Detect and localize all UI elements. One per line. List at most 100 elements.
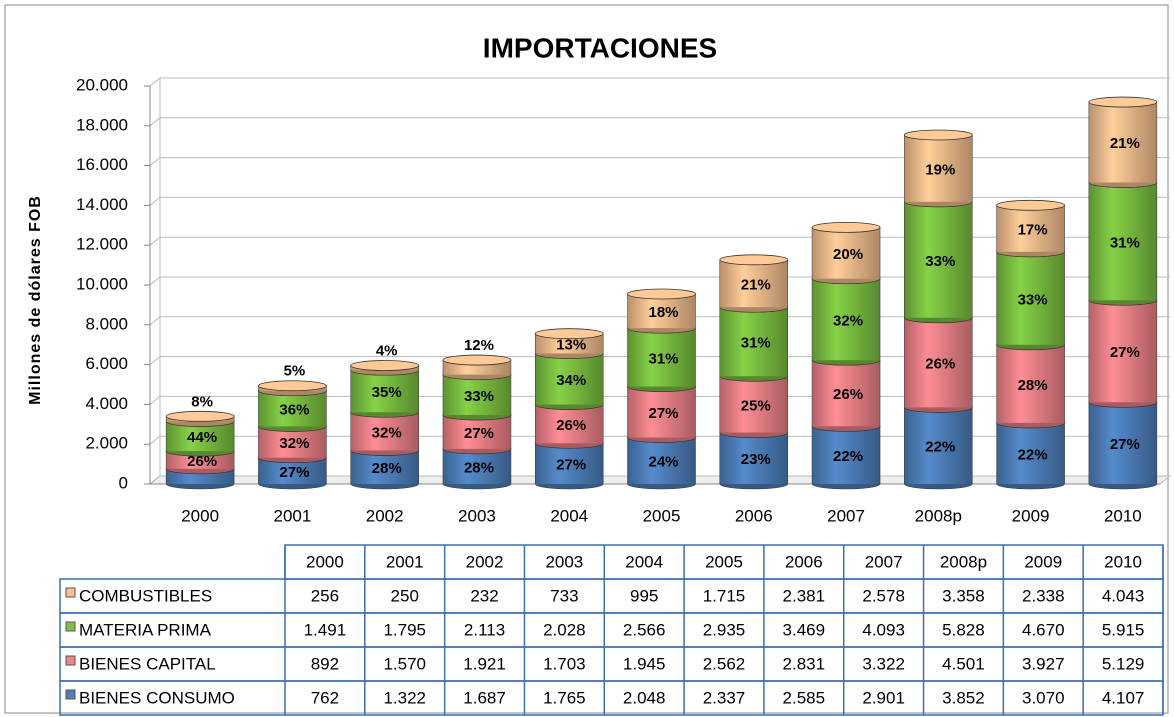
- y-tick-label: 8.000: [85, 314, 128, 333]
- percent-label: 33%: [1018, 291, 1048, 308]
- percent-label: 22%: [925, 439, 955, 456]
- percent-label: 27%: [464, 425, 494, 442]
- legend-swatch: [65, 621, 76, 632]
- x-tick-label: 2009: [1012, 506, 1050, 525]
- percent-label: 25%: [741, 397, 771, 414]
- table-cell: 1.715: [703, 586, 746, 605]
- table-cell: 1.570: [383, 654, 426, 673]
- percent-label: 27%: [1110, 344, 1140, 361]
- table-header: 2001: [386, 552, 424, 571]
- table-cell: 762: [311, 688, 339, 707]
- segment-top: [258, 380, 327, 392]
- x-tick-label: 2005: [643, 506, 681, 525]
- table-cell: 995: [630, 586, 658, 605]
- y-tick-label: 0: [119, 473, 128, 492]
- bar-segment: [350, 450, 419, 484]
- y-tick-label: 20.000: [76, 75, 128, 94]
- table-cell: 2.935: [703, 620, 746, 639]
- chart-title: IMPORTACIONES: [483, 32, 717, 63]
- percent-label: 26%: [925, 356, 955, 373]
- percent-label: 28%: [372, 460, 402, 477]
- table-cell: 1.945: [623, 654, 666, 673]
- percent-label: 20%: [833, 246, 863, 263]
- segment-top: [350, 360, 420, 371]
- bar-segment: [627, 386, 696, 438]
- table-cell: 4.093: [862, 620, 905, 639]
- table-cell: 3.070: [1022, 688, 1065, 707]
- bar-segment: [627, 437, 696, 484]
- bar-segment: [535, 404, 604, 444]
- bar-segment: [904, 134, 973, 202]
- y-tick-label: 12.000: [76, 235, 128, 254]
- percent-label: 19%: [925, 161, 955, 178]
- bar-segment: [350, 370, 419, 413]
- bar-segment: [1088, 300, 1157, 403]
- percent-label: 28%: [464, 459, 494, 476]
- legend-swatch: [65, 689, 76, 700]
- table-cell: 3.852: [942, 688, 985, 707]
- bar-segment: [996, 251, 1065, 345]
- bar-segment: [627, 328, 696, 387]
- table-header: 2003: [545, 552, 583, 571]
- percent-label: 21%: [1110, 135, 1140, 152]
- x-tick-label: 2004: [550, 506, 588, 525]
- percent-label: 36%: [279, 402, 309, 419]
- legend-label: BIENES CONSUMO: [79, 688, 235, 707]
- percent-label: 35%: [372, 384, 402, 401]
- table-header: 2010: [1104, 552, 1142, 571]
- bar-segment: [350, 412, 419, 451]
- table-cell: 1.687: [463, 688, 506, 707]
- segment-top: [1088, 96, 1158, 108]
- percent-label: 32%: [372, 424, 402, 441]
- bar-segment: [627, 293, 696, 329]
- table-cell: 2.381: [783, 586, 826, 605]
- x-tick-label: 2006: [735, 506, 773, 525]
- bar-segment: [719, 376, 788, 433]
- table-cell: 2.566: [623, 620, 666, 639]
- percent-label: 22%: [833, 448, 863, 465]
- legend-swatch: [65, 587, 76, 598]
- table-cell: 1.491: [304, 620, 347, 639]
- table-cell: 3.358: [942, 586, 985, 605]
- grid-line: [149, 117, 1170, 127]
- percent-label: 26%: [187, 453, 217, 470]
- bar-segment: [904, 317, 973, 408]
- table-cell: 2.028: [543, 620, 586, 639]
- table-cell: 3.322: [862, 654, 905, 673]
- table-cell: 5.828: [942, 620, 985, 639]
- grid-line: [149, 77, 1170, 87]
- percent-label: 26%: [833, 386, 863, 403]
- legend-label: BIENES CAPITAL: [79, 654, 216, 673]
- percent-label: 4%: [376, 343, 398, 360]
- x-tick-label: 2002: [366, 506, 404, 525]
- percent-label: 32%: [833, 312, 863, 329]
- table-cell: 2.831: [783, 654, 826, 673]
- table-cell: 2.578: [862, 586, 905, 605]
- y-tick-label: 6.000: [85, 354, 128, 373]
- table-cell: 4.501: [942, 654, 985, 673]
- segment-top: [442, 354, 512, 366]
- bar-segment: [1088, 102, 1157, 183]
- table-header: 2000: [306, 552, 344, 571]
- bar-segment: [535, 353, 604, 405]
- segment-top: [811, 222, 881, 233]
- table-cell: 2.113: [464, 620, 505, 639]
- y-tick-label: 10.000: [76, 274, 128, 293]
- grid-line: [149, 157, 1170, 166]
- segment-top: [996, 199, 1065, 211]
- table-cell: 2.901: [862, 688, 905, 707]
- x-tick-label: 2007: [827, 506, 865, 525]
- segment-top: [903, 129, 973, 141]
- percent-label: 27%: [279, 464, 309, 481]
- bar-segment: [535, 333, 604, 354]
- y-tick-label: 4.000: [85, 394, 128, 413]
- table-cell: 232: [470, 586, 498, 605]
- bar-segment: [812, 360, 881, 427]
- legend-label: MATERIA PRIMA: [79, 620, 212, 639]
- x-tick-label: 2003: [458, 506, 496, 525]
- percent-label: 34%: [556, 372, 586, 389]
- x-tick-label: 2010: [1104, 506, 1142, 525]
- table-cell: 1.703: [543, 654, 586, 673]
- table-header: 2005: [705, 552, 743, 571]
- bar-segment: [904, 201, 973, 318]
